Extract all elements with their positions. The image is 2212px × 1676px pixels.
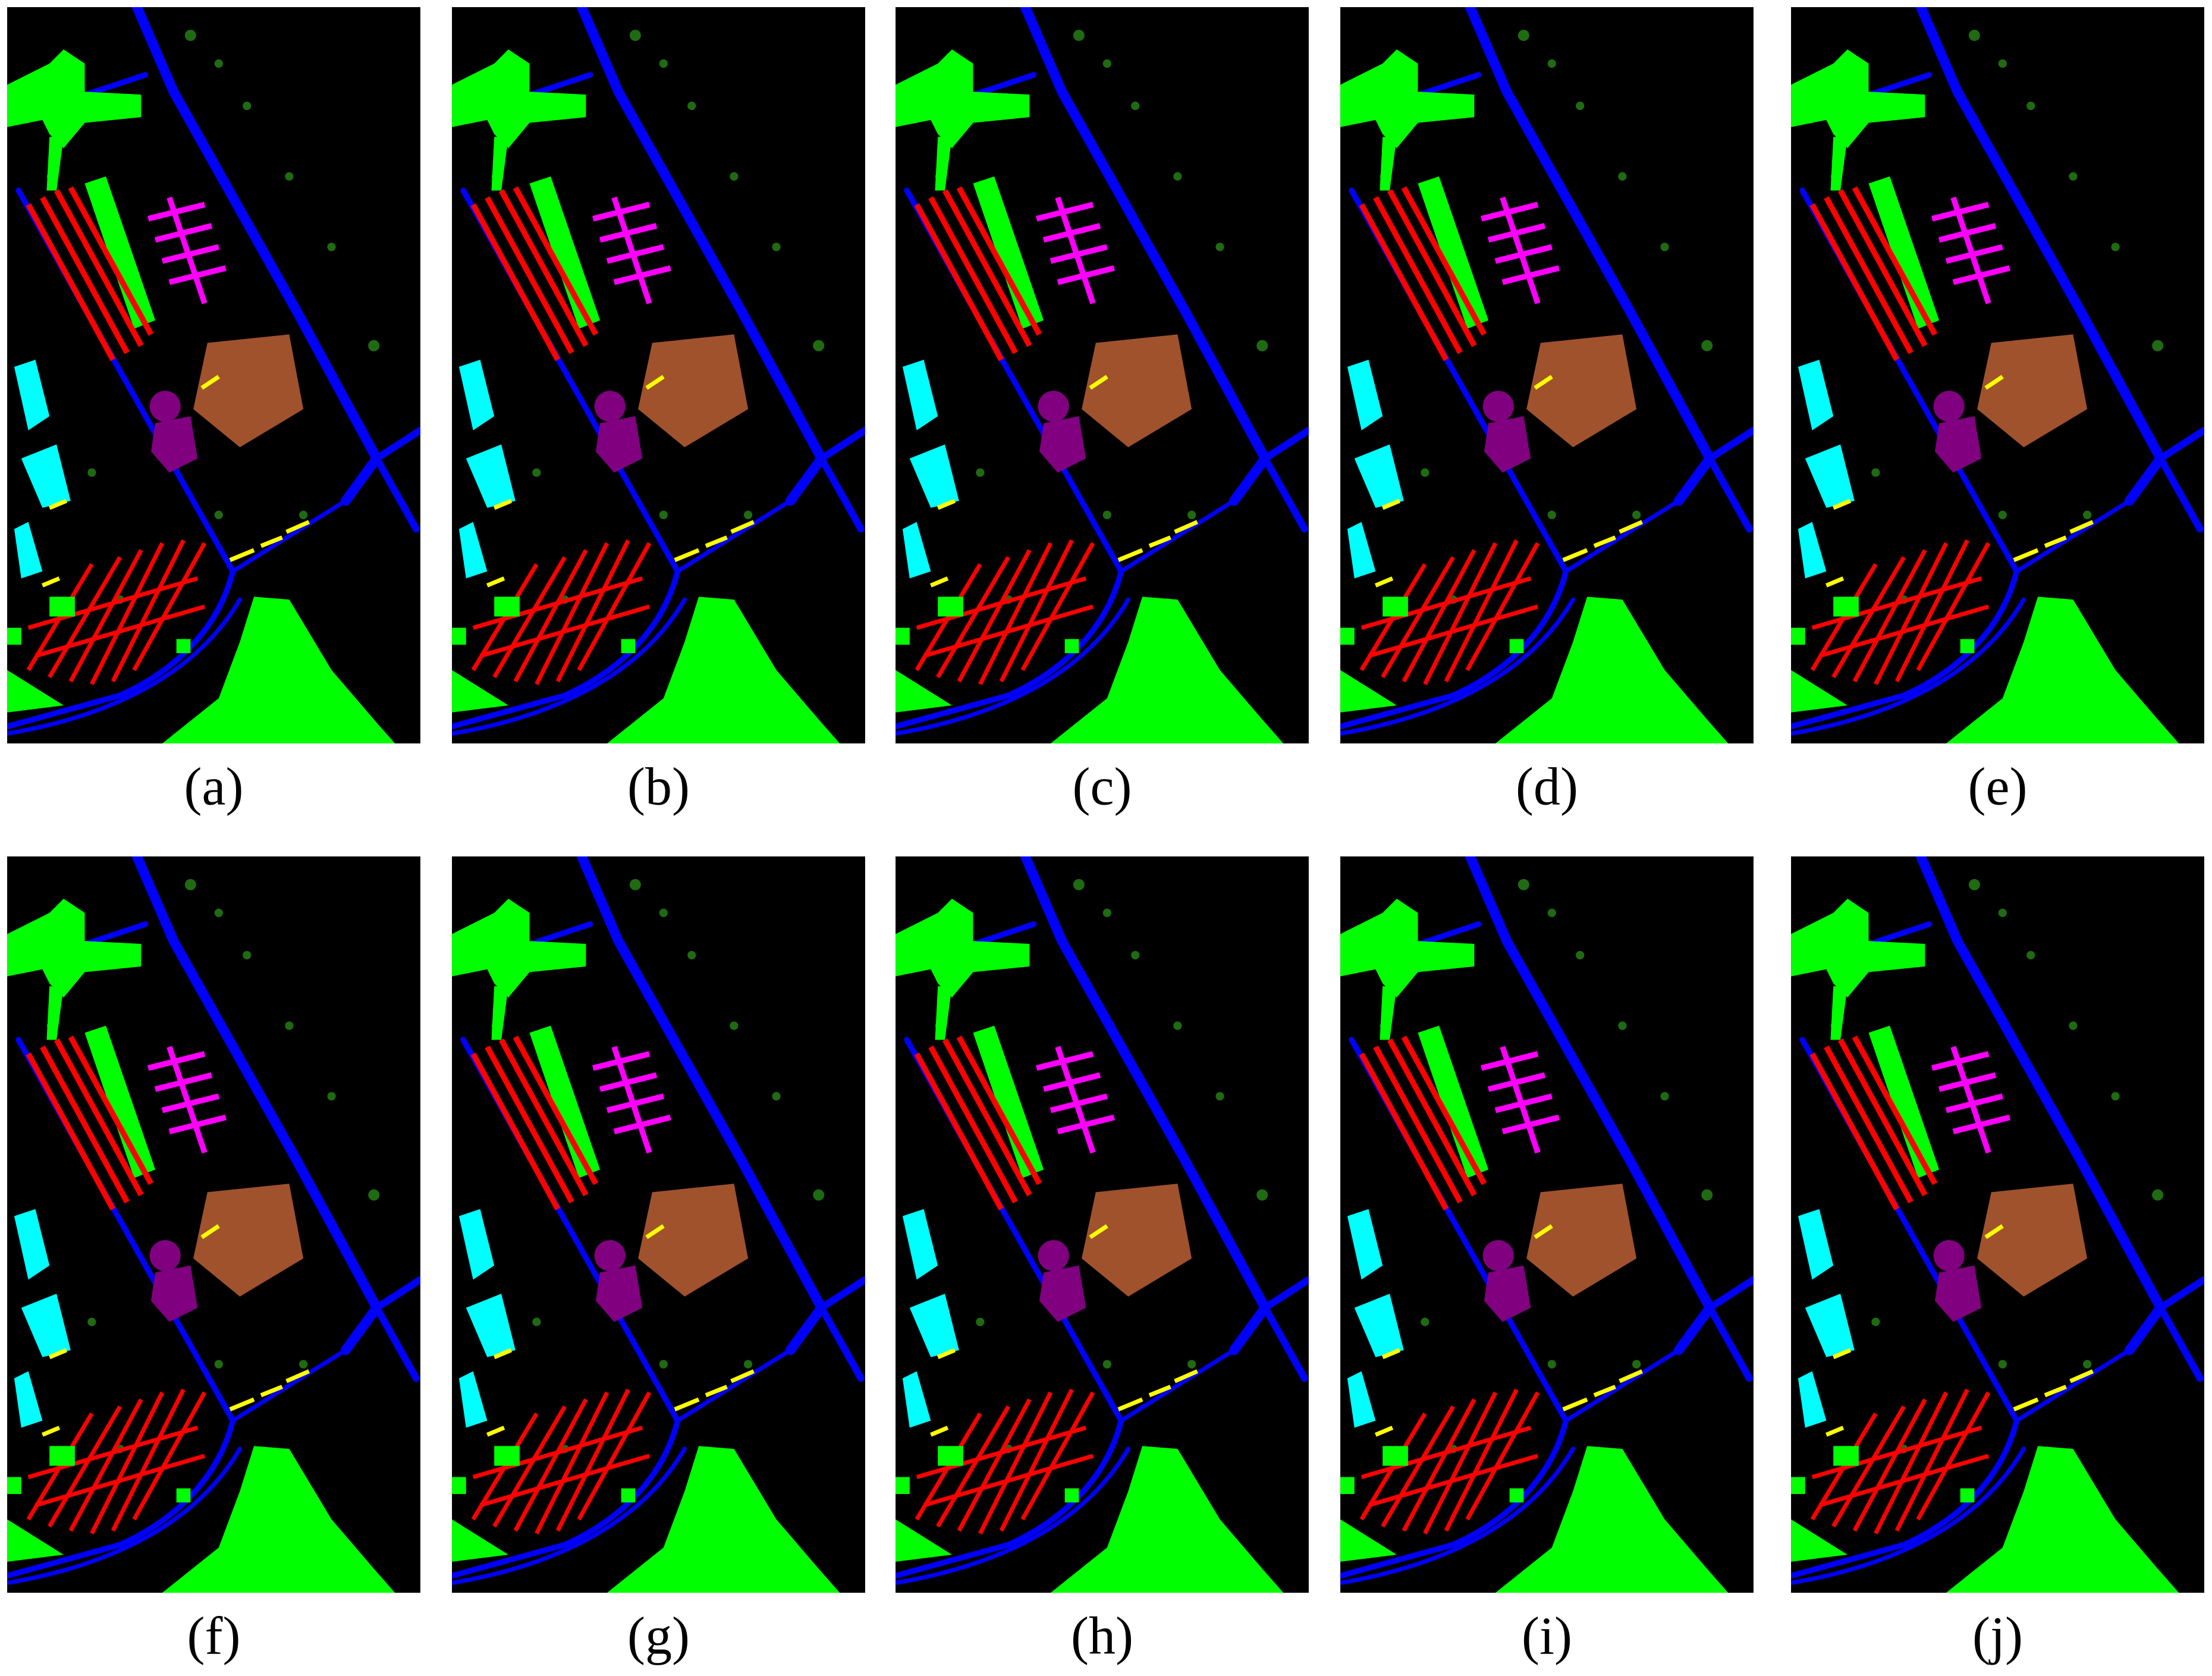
panel-label: (d)	[1516, 758, 1578, 817]
classification-map	[452, 856, 865, 1593]
classification-map	[1791, 856, 2204, 1593]
panel: (c)	[896, 7, 1309, 817]
panel: (d)	[1340, 7, 1754, 817]
panel: (g)	[452, 856, 865, 1666]
classification-map	[896, 856, 1309, 1593]
panel-label: (a)	[184, 758, 244, 817]
panel-label: (e)	[1968, 758, 2028, 817]
panel: (h)	[896, 856, 1309, 1666]
classification-map	[7, 856, 420, 1593]
panel-label: (i)	[1522, 1607, 1572, 1666]
panel: (e)	[1791, 7, 2204, 817]
panel: (i)	[1340, 856, 1754, 1666]
panel: (j)	[1791, 856, 2204, 1666]
panel-label: (f)	[187, 1607, 241, 1666]
panel: (b)	[452, 7, 865, 817]
panel: (f)	[7, 856, 420, 1666]
panel-label: (g)	[627, 1607, 690, 1666]
panel: (a)	[7, 7, 420, 817]
classification-map	[1791, 7, 2204, 743]
classification-map	[452, 7, 865, 743]
classification-map	[7, 7, 420, 743]
classification-map	[896, 7, 1309, 743]
classification-map	[1340, 856, 1754, 1593]
panel-label: (h)	[1071, 1607, 1133, 1666]
panels: (a) (b) (c) (d) (e) (f) (g) (h) (i) (j)	[7, 7, 2204, 1666]
panel-label: (c)	[1073, 758, 1132, 817]
panel-label: (j)	[1972, 1607, 2023, 1666]
panel-label: (b)	[627, 758, 690, 817]
classification-map	[1340, 7, 1754, 743]
